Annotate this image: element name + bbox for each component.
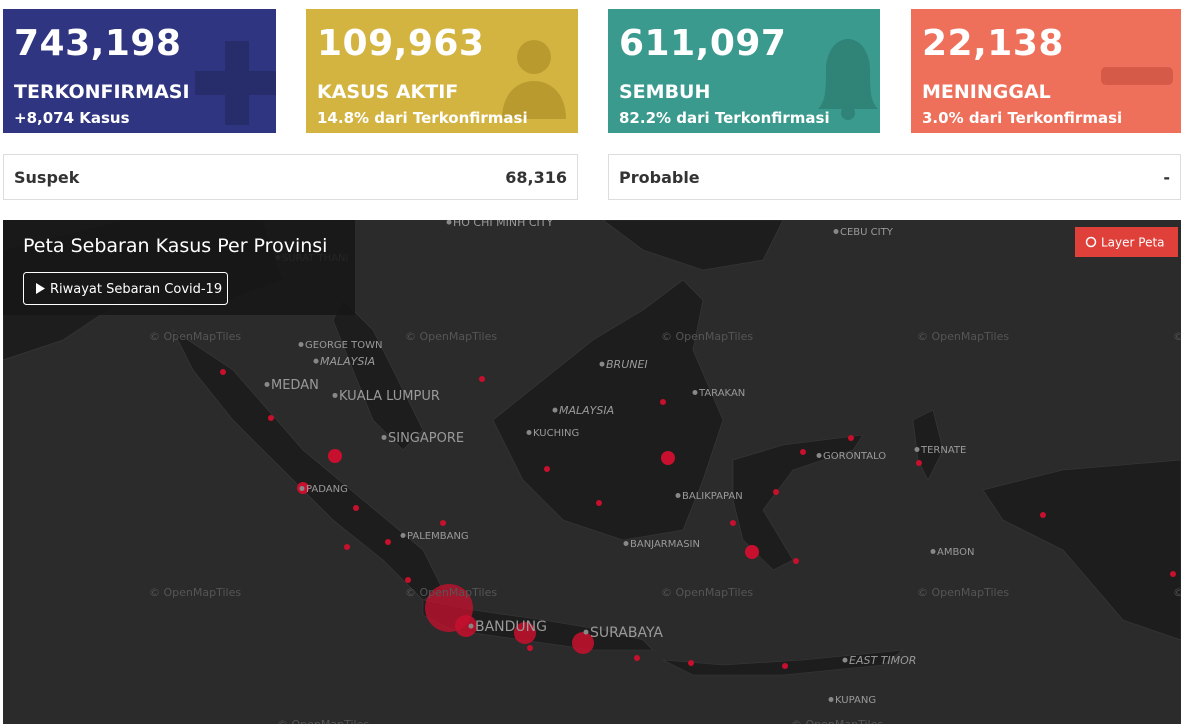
place-label: EAST TIMOR bbox=[849, 654, 916, 667]
place-dot bbox=[828, 697, 834, 702]
watermark: © OpenMapTiles bbox=[917, 586, 1009, 599]
stat-value: 109,963 bbox=[317, 23, 485, 64]
watermark: © OpenMapTiles bbox=[405, 330, 497, 343]
place-dot bbox=[552, 407, 558, 413]
stat-sub: +8,074 Kasus bbox=[14, 109, 130, 127]
place-dot bbox=[623, 541, 629, 546]
doctor-icon bbox=[502, 40, 566, 119]
summary-box: Probable - bbox=[608, 154, 1181, 200]
stat-card: 109,963 KASUS AKTIF 14.8% dari Terkonfir… bbox=[306, 9, 578, 133]
watermark: © OpenMapTiles bbox=[149, 586, 241, 599]
place-label: MALAYSIA bbox=[559, 404, 614, 417]
place-label: PADANG bbox=[306, 484, 348, 495]
place-label: TERNATE bbox=[920, 445, 966, 456]
place-label: HO CHI MINH CITY bbox=[453, 220, 553, 229]
place-label: MEDAN bbox=[271, 378, 319, 393]
stat-label: KASUS AKTIF bbox=[317, 81, 459, 103]
place-label: BANDUNG bbox=[475, 619, 547, 635]
place-dot bbox=[313, 358, 319, 364]
place-dot bbox=[816, 453, 822, 458]
minus-icon bbox=[1101, 67, 1173, 85]
place-dot bbox=[332, 392, 338, 398]
place-label: GORONTALO bbox=[823, 451, 886, 462]
place-label: SURABAYA bbox=[590, 625, 663, 641]
watermark: © OpenMapTiles bbox=[405, 586, 497, 599]
place-label: KUALA LUMPUR bbox=[339, 389, 440, 404]
place-label: CEBU CITY bbox=[840, 227, 894, 238]
summary-value: - bbox=[1163, 168, 1170, 187]
bell-icon bbox=[818, 39, 878, 120]
place-label: AMBON bbox=[937, 547, 975, 558]
stat-label: TERKONFIRMASI bbox=[14, 81, 190, 103]
place-label: PALEMBANG bbox=[407, 531, 469, 542]
stat-value: 743,198 bbox=[14, 23, 182, 64]
stat-value: 22,138 bbox=[922, 23, 1064, 64]
map[interactable]: © OpenMapTiles © OpenMapTiles © OpenMapTil… bbox=[3, 220, 1181, 724]
summary-box: Suspek 68,316 bbox=[3, 154, 578, 200]
place-label: BRUNEI bbox=[606, 358, 648, 371]
place-dot bbox=[526, 430, 532, 435]
stat-card: 611,097 SEMBUH 82.2% dari Terkonfirmasi bbox=[608, 9, 880, 133]
watermark: © OpenMapTiles bbox=[1173, 330, 1181, 343]
place-dot bbox=[468, 623, 474, 629]
place-dot bbox=[298, 342, 304, 347]
place-dot bbox=[692, 390, 698, 395]
place-dot bbox=[599, 361, 605, 367]
place-dot bbox=[842, 657, 848, 663]
plus-icon bbox=[195, 41, 276, 125]
watermark: © OpenMapTiles bbox=[661, 586, 753, 599]
history-button[interactable] bbox=[23, 272, 228, 305]
place-label: BALIKPAPAN bbox=[682, 491, 743, 502]
stat-value: 611,097 bbox=[619, 23, 787, 64]
place-dot bbox=[381, 434, 387, 440]
stat-sub: 3.0% dari Terkonfirmasi bbox=[922, 109, 1123, 127]
stat-sub: 82.2% dari Terkonfirmasi bbox=[619, 109, 830, 127]
watermark: © OpenMapTiles bbox=[149, 330, 241, 343]
place-label: KUPANG bbox=[835, 695, 876, 706]
place-dot bbox=[446, 220, 452, 225]
place-label: SINGAPORE bbox=[388, 431, 464, 446]
title-panel bbox=[3, 220, 355, 315]
place-dot bbox=[914, 447, 920, 452]
watermark: © OpenMapTiles bbox=[917, 330, 1009, 343]
place-dot bbox=[583, 629, 589, 635]
place-label: KUCHING bbox=[533, 428, 579, 439]
layer-icon bbox=[1085, 236, 1097, 248]
place-dot bbox=[930, 549, 936, 554]
place-label: MALAYSIA bbox=[320, 355, 375, 368]
place-label: TARAKAN bbox=[698, 388, 745, 399]
place-dot bbox=[264, 381, 270, 387]
summary-label: Suspek bbox=[14, 168, 80, 187]
play-icon bbox=[36, 283, 45, 294]
watermark: © OpenMapTiles bbox=[277, 718, 369, 724]
place-dot bbox=[299, 486, 305, 491]
watermark: © OpenMapTiles bbox=[791, 718, 883, 724]
stat-label: MENINGGAL bbox=[922, 81, 1051, 103]
summary-value: 68,316 bbox=[505, 168, 567, 187]
stat-label: SEMBUH bbox=[619, 81, 711, 103]
stat-sub: 14.8% dari Terkonfirmasi bbox=[317, 109, 528, 127]
map-title: Peta Sebaran Kasus Per Provinsi bbox=[23, 235, 327, 257]
place-label: BANJARMASIN bbox=[630, 539, 700, 550]
place-label: GEORGE TOWN bbox=[305, 340, 382, 351]
place-dot bbox=[400, 533, 406, 538]
place-dot bbox=[833, 229, 839, 234]
stat-card: 22,138 MENINGGAL 3.0% dari Terkonfirmasi bbox=[911, 9, 1181, 133]
summary-label: Probable bbox=[619, 168, 700, 187]
watermark: © OpenMapTiles bbox=[661, 330, 753, 343]
layer-button-label[interactable]: Layer Peta bbox=[1101, 236, 1165, 250]
case-markers bbox=[220, 369, 1176, 669]
watermark: © OpenMapTiles bbox=[1173, 586, 1181, 599]
history-button-label[interactable]: Riwayat Sebaran Covid-19 bbox=[50, 282, 222, 297]
place-dot bbox=[675, 493, 681, 498]
watermarks: © OpenMapTiles © OpenMapTiles © OpenMapTil… bbox=[149, 330, 1181, 724]
stat-card: 743,198 TERKONFIRMASI +8,074 Kasus bbox=[3, 9, 276, 133]
layer-button[interactable] bbox=[1075, 227, 1178, 257]
